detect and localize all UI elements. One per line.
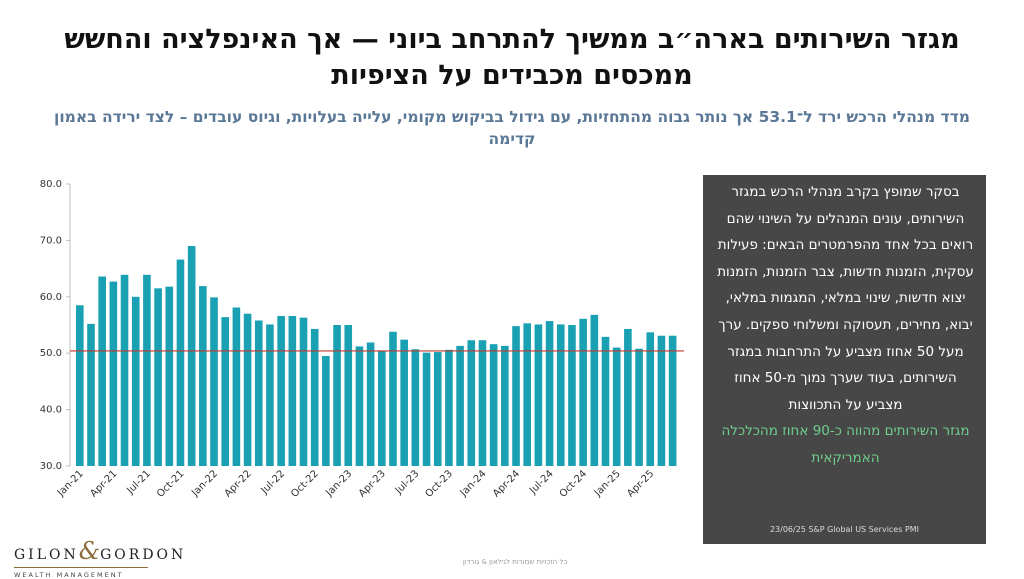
bar-Oct-24 — [579, 318, 587, 466]
bar-Feb-21 — [87, 323, 95, 466]
bar-Aug-24 — [556, 324, 565, 466]
panel-body: בסקר שמופץ בקרב מנהלי הרכש במגזר השירותי… — [717, 184, 974, 413]
bar-Mar-21 — [98, 276, 106, 466]
x-tick-label: Jul-21 — [124, 468, 153, 497]
bar-Jun-22 — [266, 324, 274, 466]
bar-Apr-22 — [243, 313, 252, 466]
bar-Dec-24 — [601, 336, 610, 466]
panel-text: בסקר שמופץ בקרב מנהלי הרכש במגזר השירותי… — [715, 179, 976, 472]
bar-Jul-22 — [277, 315, 285, 466]
bar-Oct-23 — [445, 349, 453, 466]
page-title: מגזר השירותים בארה״ב ממשיך להתרחב ביוני … — [64, 24, 960, 91]
bar-Oct-22 — [310, 328, 319, 466]
x-tick-label: Jan-23 — [323, 468, 354, 499]
bar-Oct-21 — [176, 259, 185, 466]
y-tick-label: 60.0 — [40, 292, 62, 303]
bar-Mar-23 — [366, 342, 375, 466]
bar-Sep-21 — [165, 286, 174, 466]
logo-wordmark: GILON&GORDON — [14, 537, 187, 565]
bar-May-22 — [254, 320, 263, 466]
bar-Mar-24 — [501, 345, 509, 466]
panel-source: 23/06/25 S&P Global US Services PMI — [769, 525, 920, 534]
x-tick-label: Oct-23 — [423, 468, 455, 500]
x-tick-label: Jan-21 — [55, 468, 86, 499]
x-tick-label: Jan-24 — [458, 468, 489, 499]
bar-Nov-21 — [187, 246, 196, 466]
bar-Jan-22 — [210, 297, 218, 466]
bar-Nov-23 — [456, 345, 464, 466]
x-tick-label: Jan-25 — [592, 468, 623, 499]
bar-Mar-22 — [232, 307, 241, 466]
bar-Aug-22 — [288, 315, 297, 466]
y-tick-label: 40.0 — [40, 405, 62, 416]
x-tick-label: Jul-22 — [259, 468, 288, 497]
bar-Sep-22 — [299, 317, 308, 466]
bar-Jun-23 — [400, 339, 408, 466]
x-tick-label: Apr-24 — [491, 468, 522, 499]
bar-Feb-23 — [355, 346, 364, 466]
bar-Feb-22 — [221, 317, 230, 466]
bar-Dec-22 — [333, 325, 341, 466]
bar-Jun-24 — [534, 324, 543, 466]
bar-May-24 — [523, 323, 532, 466]
y-tick-label: 70.0 — [40, 235, 62, 246]
bar-May-21 — [120, 274, 129, 466]
bar-Nov-22 — [322, 356, 330, 466]
info-panel: בסקר שמופץ בקרב מנהלי הרכש במגזר השירותי… — [703, 175, 986, 544]
bar-May-25 — [657, 335, 666, 466]
bar-Nov-24 — [590, 314, 599, 466]
bar-Feb-25 — [624, 328, 632, 466]
x-tick-label: Apr-22 — [223, 468, 254, 499]
logo-subtitle: WEALTH MANAGEMENT — [14, 571, 124, 579]
bar-Sep-24 — [568, 325, 576, 466]
copyright-footer: כל הזכויות שמורות לגילאון & גורדון — [462, 558, 568, 566]
bar-Jun-21 — [131, 296, 140, 466]
bar-May-23 — [389, 331, 397, 466]
panel-highlight: מגזר השירותים מהווה כ-90 אחוז מהכלכלה הא… — [721, 423, 970, 466]
x-tick-label: Jul-23 — [393, 468, 422, 497]
bar-Aug-23 — [422, 352, 431, 466]
bar-Jan-21 — [76, 305, 84, 466]
bar-Apr-24 — [512, 326, 520, 466]
y-tick-label: 30.0 — [40, 461, 62, 472]
pmi-bar-chart: 30.040.050.060.070.080.0 Jan-21 Apr-21 Jul… — [40, 179, 684, 500]
x-tick-label: Apr-23 — [357, 468, 388, 499]
bar-Jan-25 — [612, 347, 621, 466]
x-tick-label: Apr-25 — [625, 468, 656, 499]
bar-Apr-25 — [646, 332, 655, 466]
logo-divider — [14, 567, 148, 568]
company-logo: GILON&GORDON WEALTH MANAGEMENT — [14, 537, 186, 579]
bar-Apr-23 — [378, 350, 386, 466]
bar-Jul-23 — [411, 349, 420, 466]
x-tick-label: Oct-21 — [155, 468, 187, 500]
y-tick-label: 50.0 — [40, 348, 62, 359]
bar-Jul-24 — [545, 321, 554, 466]
x-tick-label: Oct-22 — [289, 468, 321, 500]
bar-Mar-25 — [635, 348, 643, 466]
bar-Dec-21 — [199, 286, 207, 466]
page-subtitle: מדד מנהלי הרכש ירד ל־53.1 אך נותר גבוה מ… — [54, 108, 970, 148]
bar-Jan-23 — [344, 325, 353, 466]
bar-Jun-25 — [668, 335, 677, 466]
bar-Jul-21 — [143, 274, 151, 466]
bar-Aug-21 — [154, 288, 162, 466]
x-tick-label: Jul-24 — [527, 468, 556, 497]
bar-Sep-23 — [433, 352, 442, 466]
x-tick-label: Oct-24 — [558, 468, 590, 500]
y-tick-label: 80.0 — [40, 179, 62, 190]
bar-Dec-23 — [467, 340, 476, 466]
x-tick-label: Apr-21 — [88, 468, 119, 499]
bar-Feb-24 — [489, 344, 498, 466]
bar-Apr-21 — [109, 281, 118, 466]
bar-Jan-24 — [478, 340, 487, 466]
x-tick-label: Jan-22 — [189, 468, 220, 499]
